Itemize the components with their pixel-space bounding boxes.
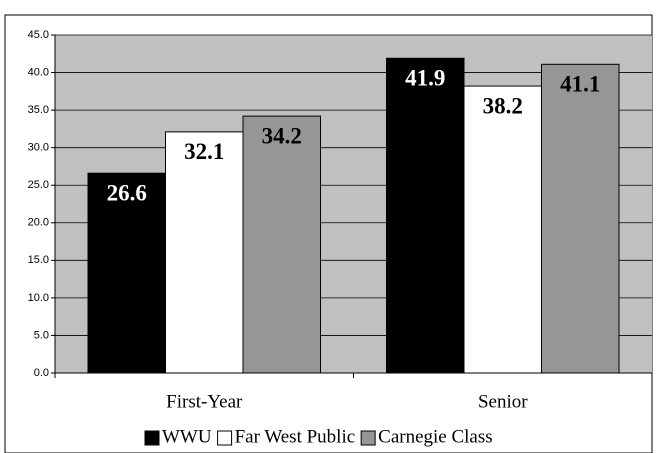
data-label: 26.6 <box>107 180 147 205</box>
legend-swatch <box>360 430 376 446</box>
x-tick-label: First-Year <box>166 391 243 412</box>
bar <box>541 63 620 374</box>
y-tick-label: 40.0 <box>28 66 49 78</box>
legend-label: Far West Public <box>235 426 356 447</box>
x-tick-label: Senior <box>478 391 528 412</box>
y-tick-label: 0.0 <box>34 367 49 379</box>
data-label: 32.1 <box>184 139 224 164</box>
y-tick-label: 20.0 <box>28 217 49 229</box>
y-tick-label: 35.0 <box>28 104 49 116</box>
legend-swatch <box>217 430 233 446</box>
bar <box>386 57 465 374</box>
data-label: 38.2 <box>483 93 523 118</box>
data-label: 34.2 <box>262 123 302 148</box>
y-tick-label: 5.0 <box>34 329 49 341</box>
legend-label: Carnegie Class <box>378 426 493 447</box>
legend-swatch <box>144 430 160 446</box>
bar <box>463 85 542 374</box>
y-tick-label: 10.0 <box>28 292 49 304</box>
data-label: 41.9 <box>405 66 445 91</box>
y-tick-label: 45.0 <box>28 29 49 41</box>
y-tick-label: 30.0 <box>28 142 49 154</box>
bar <box>165 131 244 374</box>
bar <box>87 172 166 374</box>
legend-label: WWU <box>162 426 212 447</box>
bar <box>242 115 321 374</box>
data-label: 41.1 <box>560 72 600 97</box>
y-tick-label: 15.0 <box>28 254 49 266</box>
y-tick-label: 25.0 <box>28 179 49 191</box>
